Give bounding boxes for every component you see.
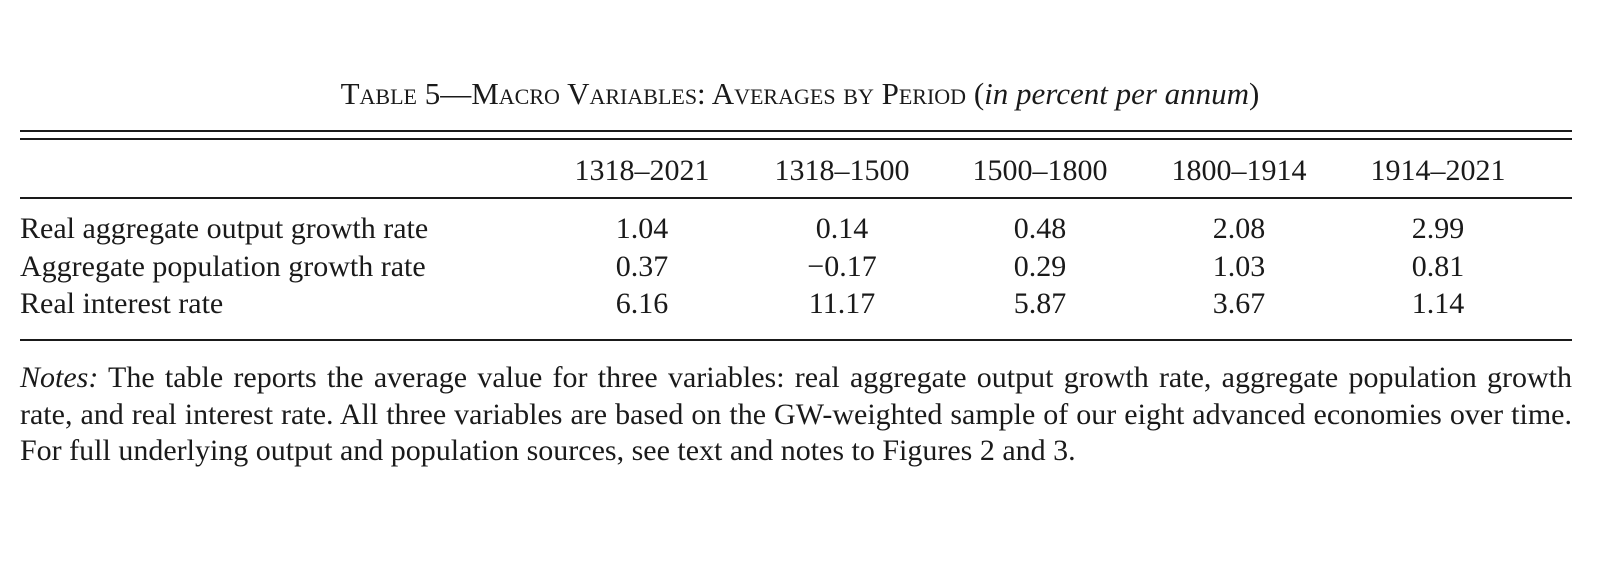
table-row: Aggregate population growth rate 0.37 −0… (0, 248, 1600, 286)
table-cell: 2.99 (1411, 212, 1465, 245)
table-cell: 0.48 (1013, 212, 1067, 245)
table-cell: 6.16 (615, 287, 669, 320)
notes-text: The table reports the average value for … (20, 361, 1572, 467)
table-caption: Table 5—Macro Variables: Averages by Per… (0, 74, 1600, 114)
header-rule (20, 197, 1572, 199)
table-cell: −0.17 (807, 250, 877, 283)
column-header: 1914–2021 (1370, 154, 1506, 187)
table-cell: 2.08 (1212, 212, 1266, 245)
table-cell: 0.37 (615, 250, 669, 283)
table-title: Table 5—Macro Variables: Averages by Per… (340, 76, 967, 111)
table-cell: 1.04 (615, 212, 669, 245)
row-label: Real aggregate output growth rate (20, 212, 429, 245)
table-cell: 11.17 (808, 287, 876, 320)
row-label: Aggregate population growth rate (20, 250, 426, 283)
table-cell: 0.29 (1013, 250, 1067, 283)
column-header: 1800–1914 (1171, 154, 1307, 187)
top-rule-inner (20, 138, 1572, 140)
table-row: Real interest rate 6.16 11.17 5.87 3.67 … (0, 285, 1600, 323)
table-cell: 5.87 (1013, 287, 1067, 320)
table-cell: 0.81 (1411, 250, 1465, 283)
unit-close-paren: ) (1249, 76, 1260, 111)
table-cell: 1.03 (1212, 250, 1266, 283)
column-header: 1318–2021 (574, 154, 710, 187)
table-header-row: 1318–2021 1318–1500 1500–1800 1800–1914 … (0, 152, 1600, 190)
row-label: Real interest rate (20, 287, 224, 320)
bottom-rule (20, 339, 1572, 341)
table-cell: 1.14 (1411, 287, 1465, 320)
top-rule-outer (20, 130, 1572, 132)
column-header: 1318–1500 (774, 154, 910, 187)
unit-open-paren: ( (973, 76, 985, 111)
notes-lead: Notes: (20, 361, 99, 394)
table-row: Real aggregate output growth rate 1.04 0… (0, 210, 1600, 248)
table-unit: in percent per annum (984, 76, 1250, 111)
table-cell: 0.14 (815, 212, 869, 245)
table-cell: 3.67 (1212, 287, 1266, 320)
column-header: 1500–1800 (972, 154, 1108, 187)
table-notes: Notes: The table reports the average val… (20, 360, 1572, 470)
